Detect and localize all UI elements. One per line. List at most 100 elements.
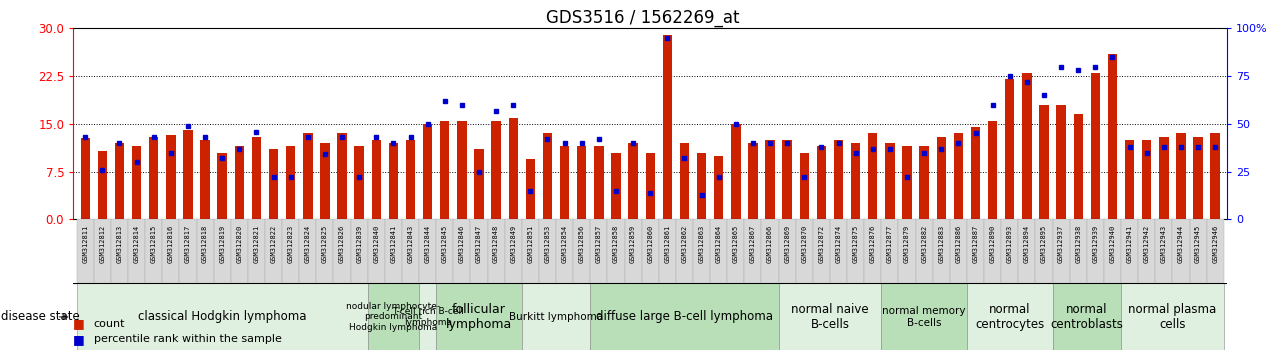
Text: GSM312861: GSM312861	[664, 224, 671, 263]
Text: GSM312859: GSM312859	[630, 224, 636, 263]
Bar	[731, 124, 740, 219]
Text: GSM312812: GSM312812	[99, 224, 105, 263]
FancyBboxPatch shape	[779, 219, 795, 283]
FancyBboxPatch shape	[659, 219, 676, 283]
Bar	[526, 159, 535, 219]
FancyBboxPatch shape	[1155, 219, 1172, 283]
Bar	[1005, 79, 1014, 219]
Bar	[799, 153, 810, 219]
Text: GSM312821: GSM312821	[253, 224, 260, 263]
FancyBboxPatch shape	[1018, 219, 1036, 283]
Bar	[1073, 114, 1083, 219]
Bar	[1108, 54, 1117, 219]
Text: GSM312858: GSM312858	[613, 224, 619, 263]
FancyBboxPatch shape	[1052, 283, 1121, 350]
Text: GSM312840: GSM312840	[373, 224, 379, 263]
Bar	[1040, 105, 1049, 219]
Text: GSM312816: GSM312816	[168, 224, 173, 263]
Bar	[1176, 133, 1186, 219]
FancyBboxPatch shape	[933, 219, 950, 283]
FancyBboxPatch shape	[727, 219, 744, 283]
Bar	[81, 138, 90, 219]
Text: GSM312883: GSM312883	[938, 224, 944, 263]
Text: ■: ■	[73, 318, 85, 330]
FancyBboxPatch shape	[744, 219, 762, 283]
Bar	[783, 140, 792, 219]
Text: GSM312938: GSM312938	[1076, 224, 1081, 263]
Bar	[184, 130, 193, 219]
Bar	[834, 140, 843, 219]
Bar	[491, 121, 501, 219]
FancyBboxPatch shape	[94, 219, 111, 283]
Bar	[114, 143, 125, 219]
Text: GSM312876: GSM312876	[870, 224, 876, 263]
FancyBboxPatch shape	[436, 283, 522, 350]
Text: GSM312843: GSM312843	[407, 224, 414, 263]
Text: normal
centrocytes: normal centrocytes	[975, 303, 1045, 331]
FancyBboxPatch shape	[538, 219, 556, 283]
Bar	[355, 146, 364, 219]
Text: disease state: disease state	[1, 310, 80, 323]
Bar	[303, 133, 312, 219]
Text: GDS3516 / 1562269_at: GDS3516 / 1562269_at	[546, 9, 739, 27]
FancyBboxPatch shape	[916, 219, 933, 283]
FancyBboxPatch shape	[419, 219, 436, 283]
Bar	[663, 35, 672, 219]
Text: GSM312942: GSM312942	[1144, 224, 1150, 263]
Text: normal memory
B-cells: normal memory B-cells	[883, 306, 966, 328]
FancyBboxPatch shape	[865, 219, 882, 283]
Text: classical Hodgkin lymphoma: classical Hodgkin lymphoma	[137, 310, 306, 323]
Bar	[287, 146, 296, 219]
FancyBboxPatch shape	[984, 219, 1001, 283]
Bar	[1159, 137, 1168, 219]
Bar	[423, 124, 432, 219]
FancyBboxPatch shape	[693, 219, 711, 283]
FancyBboxPatch shape	[1172, 219, 1190, 283]
Text: GSM312818: GSM312818	[202, 224, 208, 263]
FancyBboxPatch shape	[487, 219, 505, 283]
Bar	[98, 151, 107, 219]
Text: GSM312937: GSM312937	[1058, 224, 1064, 263]
FancyBboxPatch shape	[1069, 219, 1087, 283]
Bar	[542, 133, 553, 219]
FancyBboxPatch shape	[882, 219, 898, 283]
FancyBboxPatch shape	[128, 219, 145, 283]
Bar	[252, 137, 261, 219]
FancyBboxPatch shape	[779, 283, 882, 350]
Text: GSM312940: GSM312940	[1109, 224, 1115, 263]
Text: percentile rank within the sample: percentile rank within the sample	[94, 334, 281, 344]
Text: GSM312813: GSM312813	[117, 224, 122, 263]
FancyBboxPatch shape	[762, 219, 779, 283]
Bar	[149, 137, 158, 219]
FancyBboxPatch shape	[711, 219, 727, 283]
Bar	[696, 153, 707, 219]
FancyBboxPatch shape	[1001, 219, 1018, 283]
Text: GSM312863: GSM312863	[699, 224, 704, 263]
FancyBboxPatch shape	[1036, 219, 1052, 283]
Text: GSM312865: GSM312865	[732, 224, 739, 263]
Text: GSM312844: GSM312844	[424, 224, 430, 263]
Bar	[1056, 105, 1065, 219]
FancyBboxPatch shape	[573, 219, 590, 283]
Text: GSM312887: GSM312887	[973, 224, 978, 263]
FancyBboxPatch shape	[1207, 219, 1223, 283]
Text: GSM312943: GSM312943	[1160, 224, 1167, 263]
Text: GSM312853: GSM312853	[545, 224, 550, 263]
Text: GSM312847: GSM312847	[475, 224, 482, 263]
Text: GSM312841: GSM312841	[391, 224, 396, 263]
Text: GSM312895: GSM312895	[1041, 224, 1047, 263]
FancyBboxPatch shape	[368, 219, 384, 283]
Bar	[577, 146, 586, 219]
Bar	[132, 146, 141, 219]
Text: GSM312870: GSM312870	[802, 224, 807, 263]
FancyBboxPatch shape	[966, 219, 984, 283]
Bar	[388, 143, 398, 219]
Text: GSM312811: GSM312811	[82, 224, 89, 263]
Text: normal plasma
cells: normal plasma cells	[1128, 303, 1217, 331]
Bar	[1022, 73, 1032, 219]
Bar	[200, 140, 209, 219]
Bar	[869, 133, 878, 219]
Text: GSM312825: GSM312825	[323, 224, 328, 263]
FancyBboxPatch shape	[522, 219, 538, 283]
Bar	[439, 121, 450, 219]
